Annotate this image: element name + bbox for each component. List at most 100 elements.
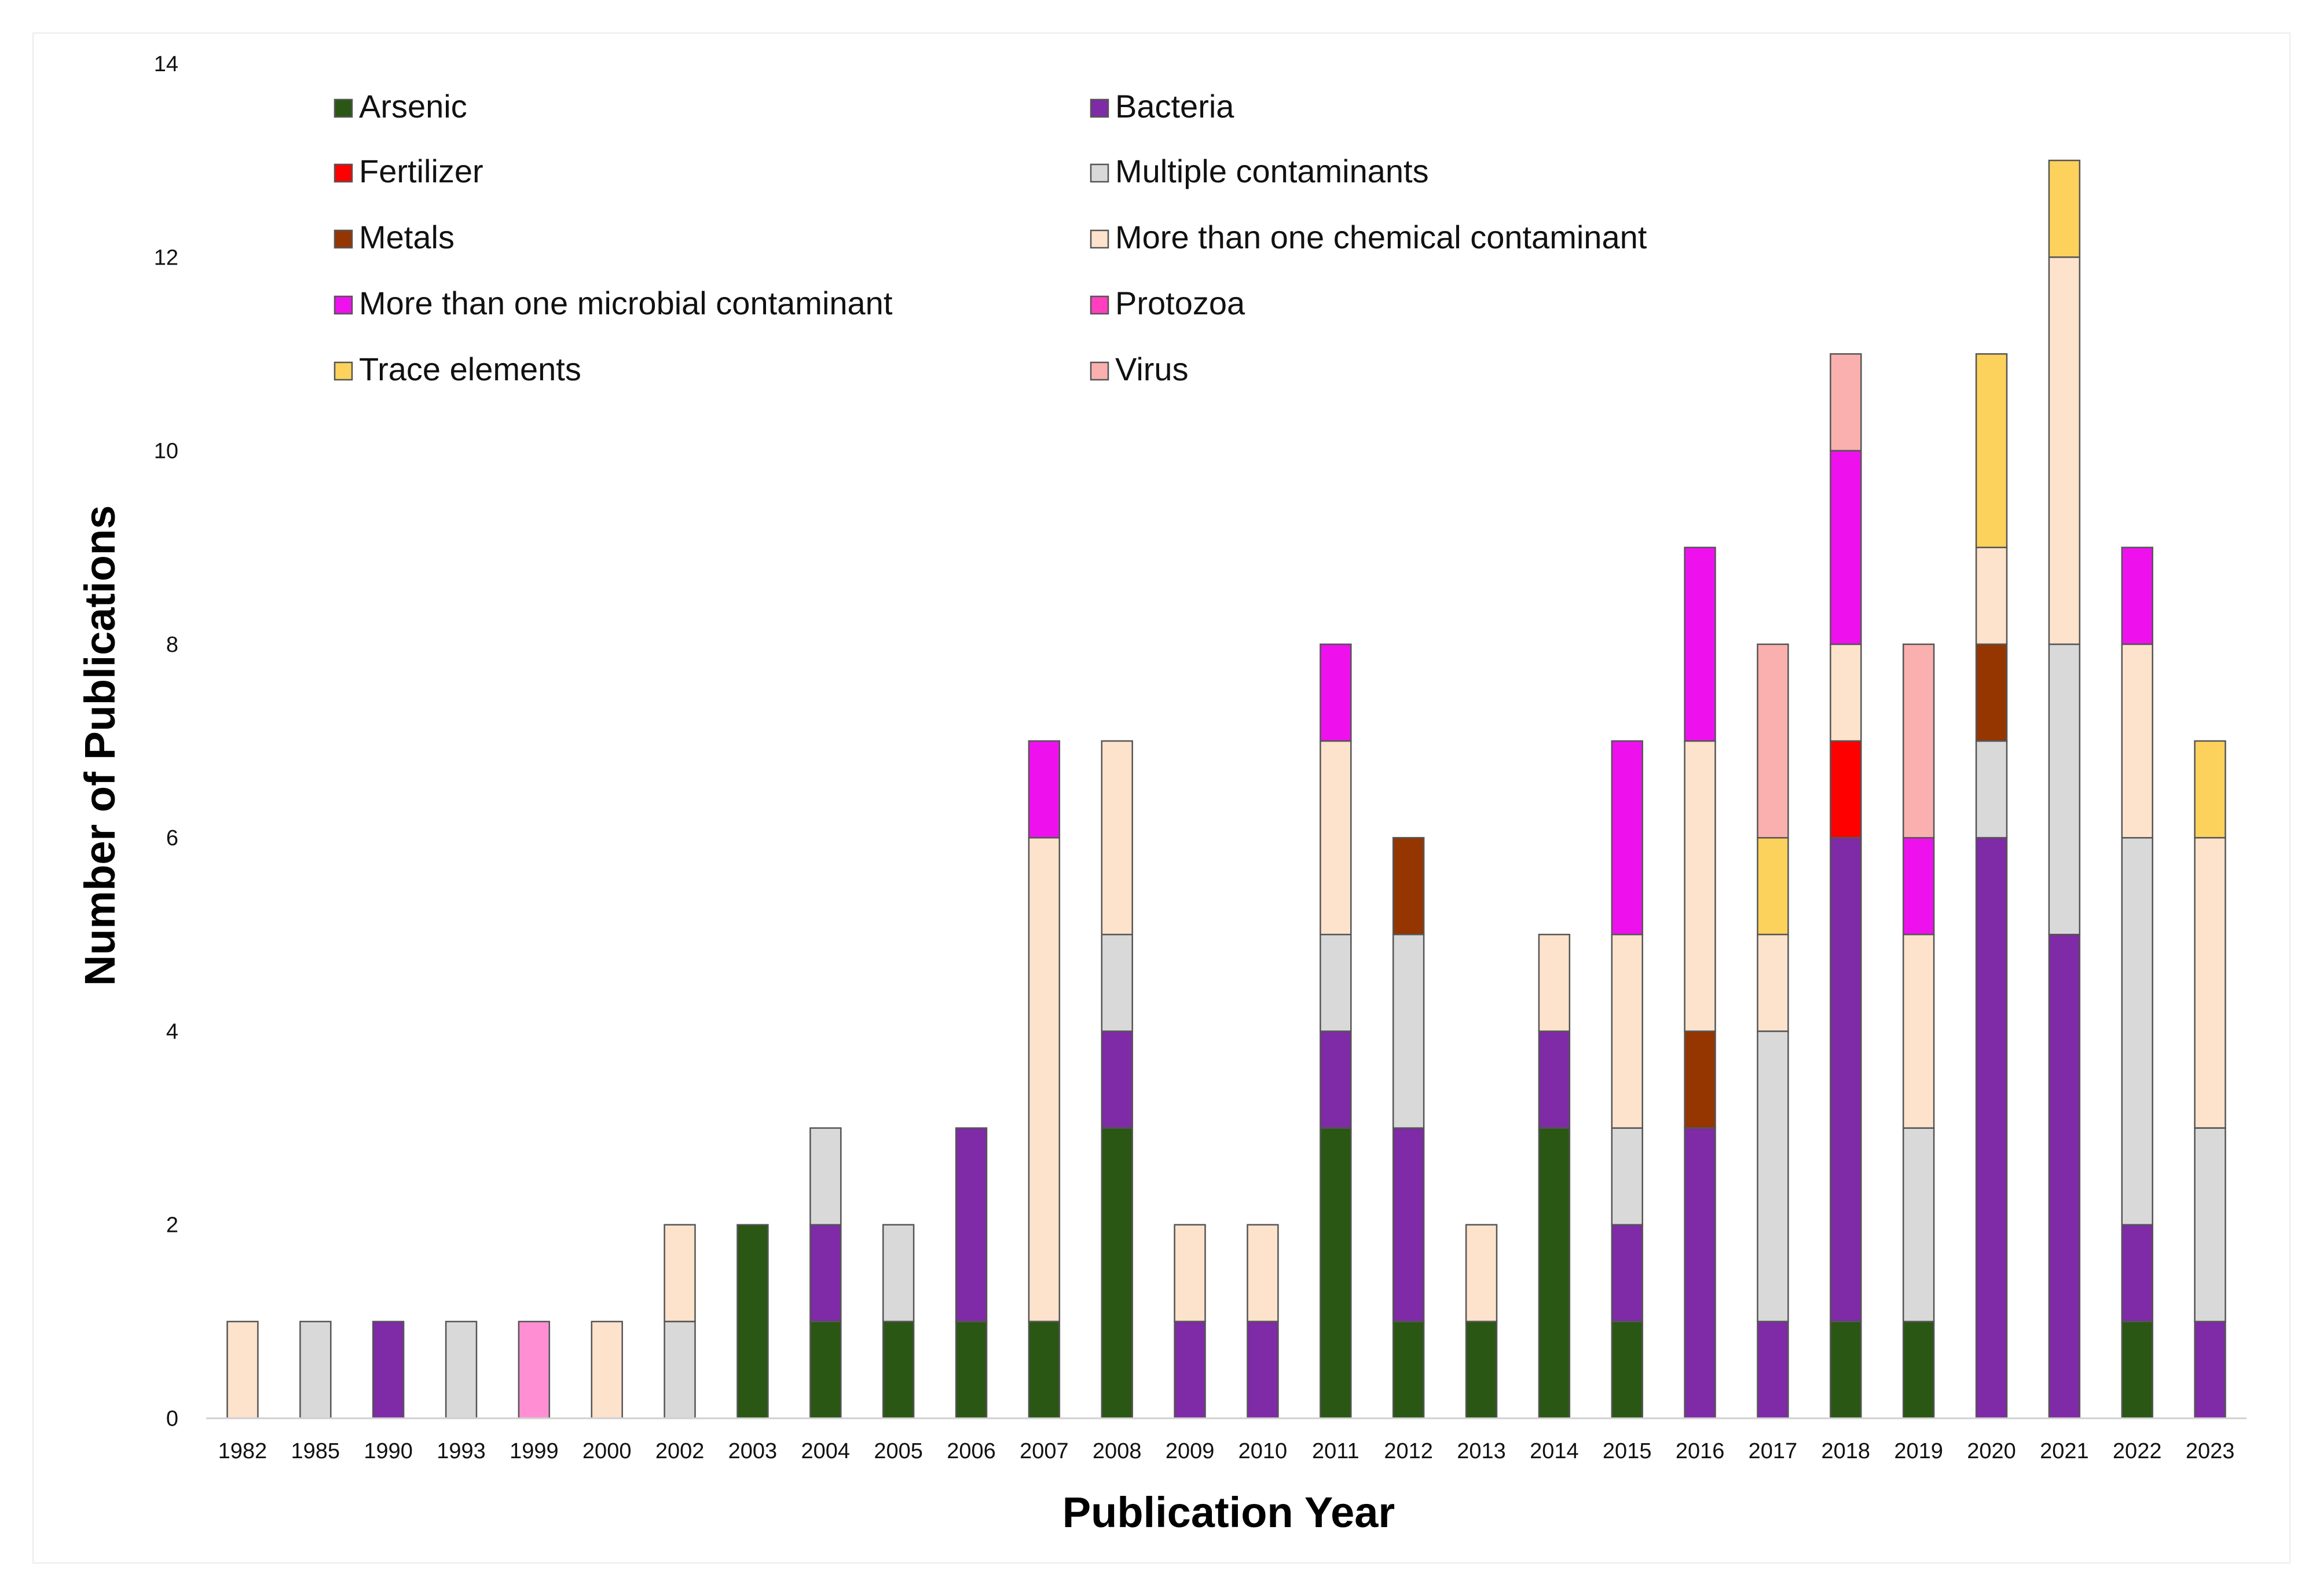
bar-2022-bacteria — [2121, 1224, 2153, 1323]
bar-2012-bacteria — [1392, 1127, 1425, 1323]
y-tick-0: 0 — [166, 1407, 178, 1431]
bar-2022-more-than-one-chemical-contaminant — [2121, 643, 2153, 839]
bar-2016-bacteria — [1684, 1127, 1716, 1419]
x-tick-2022: 2022 — [2113, 1439, 2162, 1463]
y-axis-title: Number of Publications — [76, 505, 124, 986]
legend-label-multiple-contaminants: Multiple contaminants — [1115, 153, 1429, 189]
x-tick-2012: 2012 — [1384, 1439, 1433, 1463]
bar-2011-multiple-contaminants — [1320, 934, 1352, 1032]
legend-swatch-trace-elements — [334, 361, 353, 381]
y-tick-14: 14 — [154, 52, 178, 76]
x-tick-2009: 2009 — [1166, 1439, 1215, 1463]
x-tick-2016: 2016 — [1676, 1439, 1725, 1463]
bar-2007-arsenic — [1028, 1320, 1061, 1419]
legend-label-fertilizer: Fertilizer — [359, 153, 483, 189]
bar-2016-more-than-one-microbial-contaminant — [1684, 546, 1716, 742]
x-tick-2006: 2006 — [947, 1439, 996, 1463]
x-tick-2000: 2000 — [582, 1439, 632, 1463]
legend-label-virus: Virus — [1115, 351, 1189, 387]
x-tick-2003: 2003 — [728, 1439, 778, 1463]
bar-2022-multiple-contaminants — [2121, 836, 2153, 1226]
y-tick-6: 6 — [166, 826, 178, 850]
bar-2021-trace-elements — [2048, 159, 2081, 258]
bar-2018-virus — [1830, 353, 1862, 452]
bar-2017-multiple-contaminants — [1757, 1030, 1789, 1323]
bar-2019-more-than-one-microbial-contaminant — [1902, 836, 1935, 935]
bar-2016-metals — [1684, 1030, 1716, 1129]
x-tick-2007: 2007 — [1020, 1439, 1069, 1463]
bar-2008-bacteria — [1101, 1030, 1133, 1129]
bar-2018-more-than-one-microbial-contaminant — [1830, 450, 1862, 645]
legend: Arsenic Bacteria Fertilizer Multiple contam… — [334, 88, 1647, 387]
legend-label-more-than-one-chemical-contaminant: More than one chemical contaminant — [1115, 219, 1647, 255]
x-tick-2023: 2023 — [2186, 1439, 2235, 1463]
x-tick-2008: 2008 — [1093, 1439, 1142, 1463]
bar-2020-metals — [1975, 643, 2008, 742]
bar-2021-more-than-one-chemical-contaminant — [2048, 256, 2081, 645]
bar-2002-multiple-contaminants — [664, 1320, 696, 1419]
bar-2020-trace-elements — [1975, 353, 2008, 548]
bar-2014-more-than-one-chemical-contaminant — [1538, 934, 1571, 1032]
bar-2017-more-than-one-chemical-contaminant — [1757, 934, 1789, 1032]
bar-2002-more-than-one-chemical-contaminant — [664, 1224, 696, 1323]
legend-label-more-than-one-microbial-contaminant: More than one microbial contaminant — [359, 285, 893, 321]
x-tick-1985: 1985 — [291, 1439, 340, 1463]
bar-2023-multiple-contaminants — [2194, 1127, 2226, 1323]
bar-2013-more-than-one-chemical-contaminant — [1465, 1224, 1498, 1323]
bar-2018-fertilizer — [1830, 740, 1862, 839]
bar-2018-more-than-one-chemical-contaminant — [1830, 643, 1862, 742]
y-tick-12: 12 — [154, 245, 178, 270]
bar-2017-trace-elements — [1757, 836, 1789, 935]
bar-1999-protozoa — [518, 1320, 551, 1419]
bar-2023-more-than-one-chemical-contaminant — [2194, 836, 2226, 1129]
bar-2021-bacteria — [2048, 934, 2081, 1419]
bar-2019-arsenic — [1902, 1320, 1935, 1419]
x-tick-2017: 2017 — [1749, 1439, 1798, 1463]
x-tick-2014: 2014 — [1530, 1439, 1579, 1463]
bar-2019-virus — [1902, 643, 1935, 839]
bar-2006-arsenic — [955, 1320, 988, 1419]
legend-swatch-virus — [1090, 361, 1109, 381]
x-tick-2010: 2010 — [1238, 1439, 1288, 1463]
legend-label-arsenic: Arsenic — [359, 88, 467, 124]
legend-swatch-fertilizer — [334, 163, 353, 183]
x-tick-1990: 1990 — [364, 1439, 413, 1463]
bar-2015-arsenic — [1611, 1320, 1643, 1419]
x-tick-2004: 2004 — [801, 1439, 851, 1463]
legend-swatch-arsenic — [334, 98, 353, 118]
bar-2008-multiple-contaminants — [1101, 934, 1133, 1032]
bar-2004-multiple-contaminants — [809, 1127, 842, 1226]
bar-1993-multiple-contaminants — [445, 1320, 478, 1419]
legend-swatch-more-than-one-chemical-contaminant — [1090, 229, 1109, 249]
bar-2015-bacteria — [1611, 1224, 1643, 1323]
legend-label-bacteria: Bacteria — [1115, 88, 1234, 124]
bar-2005-arsenic — [882, 1320, 915, 1419]
x-tick-2002: 2002 — [655, 1439, 705, 1463]
bar-2003-arsenic — [736, 1224, 769, 1419]
y-axis-ticks: 0 2 4 6 8 10 12 14 — [154, 52, 178, 1431]
bar-2022-more-than-one-microbial-contaminant — [2121, 546, 2153, 645]
y-tick-4: 4 — [166, 1019, 178, 1044]
x-tick-2019: 2019 — [1894, 1439, 1943, 1463]
x-tick-2015: 2015 — [1603, 1439, 1652, 1463]
bar-2004-bacteria — [809, 1224, 842, 1323]
bar-2019-multiple-contaminants — [1902, 1127, 1935, 1323]
x-tick-2013: 2013 — [1457, 1439, 1506, 1463]
bar-2000-more-than-one-chemical-contaminant — [591, 1320, 623, 1419]
y-tick-8: 8 — [166, 633, 178, 657]
x-tick-2021: 2021 — [2040, 1439, 2089, 1463]
x-tick-2020: 2020 — [1967, 1439, 2016, 1463]
bar-2006-bacteria — [955, 1127, 988, 1323]
bar-2017-bacteria — [1757, 1320, 1789, 1419]
bar-2016-more-than-one-chemical-contaminant — [1684, 740, 1716, 1032]
x-tick-1982: 1982 — [218, 1439, 267, 1463]
bar-2010-more-than-one-chemical-contaminant — [1247, 1224, 1279, 1323]
bar-2011-more-than-one-microbial-contaminant — [1320, 643, 1352, 742]
bar-2022-arsenic — [2121, 1320, 2153, 1419]
bar-2015-more-than-one-microbial-contaminant — [1611, 740, 1643, 935]
bar-2015-more-than-one-chemical-contaminant — [1611, 934, 1643, 1129]
bar-2020-bacteria — [1975, 836, 2008, 1419]
bar-2018-bacteria — [1830, 836, 1862, 1323]
x-tick-2018: 2018 — [1822, 1439, 1871, 1463]
bar-2007-more-than-one-chemical-contaminant — [1028, 836, 1061, 1323]
